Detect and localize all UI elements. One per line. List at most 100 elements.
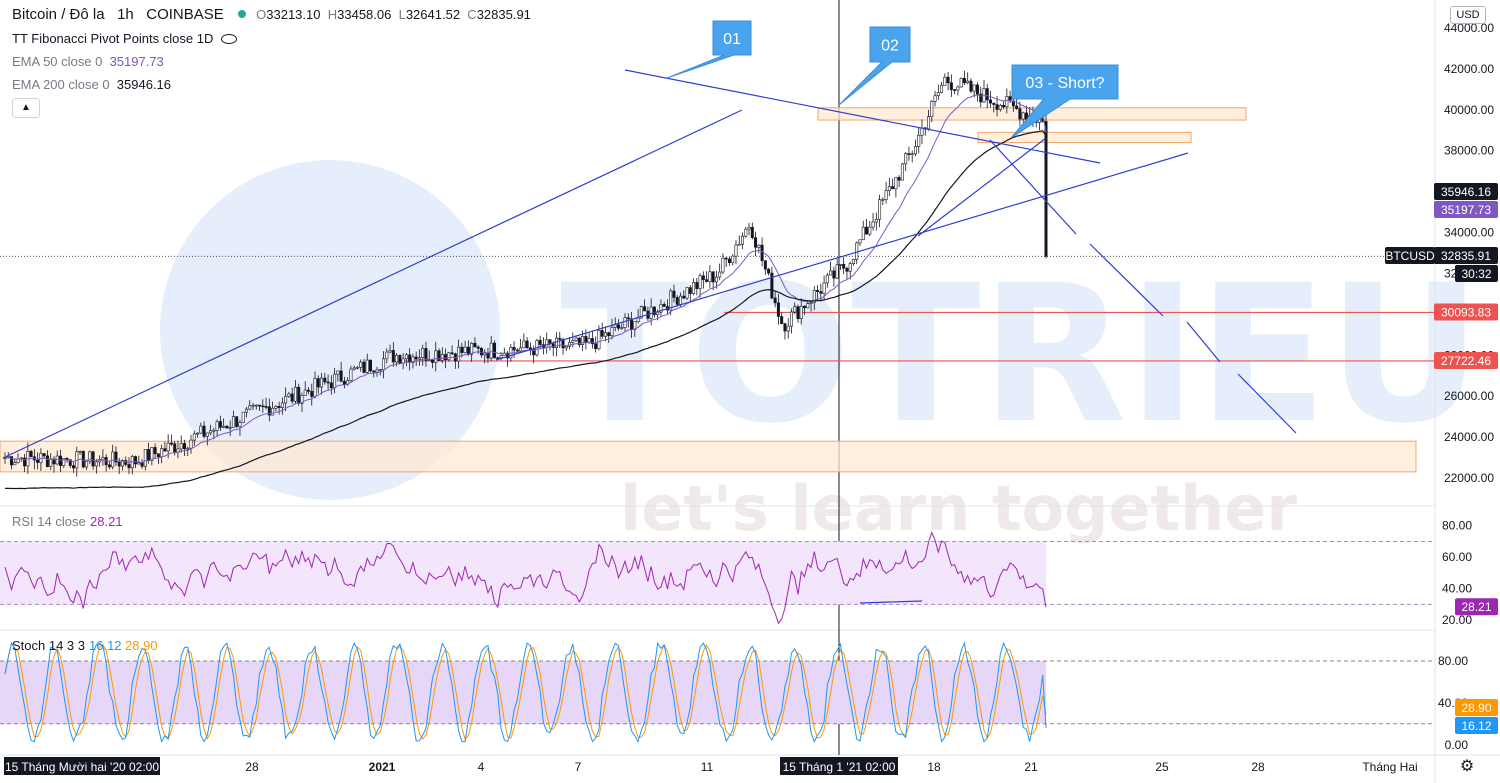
support2-price-label-bg	[1434, 351, 1498, 369]
candle	[186, 447, 190, 450]
trendline	[624, 69, 1101, 164]
callout-03-shape	[1010, 64, 1119, 139]
stoch-pane: Stoch 14 3 3 16.12 28.90	[0, 638, 1435, 743]
candle	[375, 369, 379, 373]
candle	[799, 305, 803, 319]
candle	[205, 432, 209, 437]
candle	[218, 421, 222, 428]
symbol-price-tag: BTCUSD	[1385, 249, 1435, 263]
candle	[600, 330, 604, 337]
candle	[845, 268, 849, 272]
candle	[1044, 121, 1048, 257]
last-price-label: 32835.91	[1441, 249, 1491, 263]
candle	[300, 395, 304, 404]
candle	[956, 86, 960, 91]
candle	[339, 370, 343, 382]
ema50-price-label-bg	[1434, 201, 1498, 218]
candle	[564, 345, 568, 349]
candle	[897, 177, 901, 181]
candle	[577, 337, 581, 345]
callouts: 01 02 03 - Short?	[666, 20, 1119, 139]
ema200-row[interactable]: EMA 200 close 0 35946.16	[12, 77, 171, 92]
candle	[267, 406, 271, 416]
candle	[385, 351, 389, 360]
candle	[992, 102, 996, 105]
time-tick: 28	[1251, 760, 1265, 774]
stoch-d-line	[4, 641, 1047, 741]
currency-button[interactable]: USD	[1450, 6, 1486, 24]
candle	[525, 340, 529, 349]
stoch-d-last-label-bg	[1455, 699, 1498, 716]
candle	[150, 447, 154, 462]
candle	[228, 426, 232, 429]
candle	[434, 350, 438, 363]
watermark-tagline: let's learn together	[620, 472, 1297, 545]
candle	[209, 430, 213, 434]
candle	[212, 429, 216, 432]
candle	[617, 324, 621, 329]
time-label-bg	[4, 757, 160, 775]
rsi-title: RSI 14 close	[12, 514, 86, 529]
rsi-tick: 40.00	[1442, 582, 1472, 596]
candle	[917, 134, 921, 147]
candle	[440, 354, 444, 361]
candle	[734, 244, 738, 257]
candle	[656, 311, 660, 315]
collapse-legend-button[interactable]: ▲	[12, 98, 40, 118]
candle	[326, 381, 330, 384]
candle	[894, 177, 898, 190]
candle	[571, 340, 575, 343]
candle	[470, 342, 474, 355]
candle	[81, 450, 85, 468]
pivot-indicator-row[interactable]: TT Fibonacci Pivot Points close 1D	[12, 31, 238, 46]
candle	[685, 287, 689, 299]
callout-02-shape	[838, 26, 911, 106]
candle	[284, 395, 288, 404]
candle	[597, 330, 601, 350]
symbol-price-tag-bg	[1385, 247, 1435, 264]
support2-price-label: 27722.46	[1441, 354, 1491, 368]
candle	[737, 243, 741, 246]
callout-02-label: 02	[881, 38, 899, 55]
candle	[163, 448, 167, 452]
rsi-tick: 60.00	[1442, 550, 1472, 564]
candle	[306, 389, 310, 392]
candle	[189, 439, 193, 449]
candle	[574, 337, 578, 341]
candle	[156, 453, 160, 458]
ema200-line	[4, 130, 1047, 490]
price-tick: 42000.00	[1444, 62, 1494, 76]
candle	[943, 76, 947, 86]
hidden-eye-icon[interactable]	[221, 34, 238, 44]
price-tick: 34000.00	[1444, 226, 1494, 240]
trendline	[989, 139, 1077, 235]
candle	[408, 354, 412, 363]
candle	[675, 297, 679, 305]
candle	[662, 304, 666, 307]
candle	[581, 336, 585, 345]
price-axis: 44000.0042000.0040000.0038000.0036000.00…	[1385, 21, 1498, 752]
candle	[476, 346, 480, 349]
ema50-row[interactable]: EMA 50 close 0 35197.73	[12, 54, 164, 69]
settings-gear-icon[interactable]: ⚙	[1459, 758, 1475, 775]
candle	[920, 127, 924, 136]
candle	[231, 416, 235, 428]
ema50-label: EMA 50 close 0	[12, 54, 103, 69]
candle	[865, 226, 869, 235]
price-tick: 26000.00	[1444, 389, 1494, 403]
candle	[803, 305, 807, 309]
rsi-tick: 20.00	[1442, 613, 1472, 627]
ema200-price-label: 35946.16	[1441, 185, 1491, 199]
candle	[851, 259, 855, 264]
candle	[861, 226, 865, 241]
candle	[421, 348, 425, 358]
candle	[545, 339, 549, 348]
candle	[258, 404, 262, 407]
candle	[998, 105, 1002, 110]
candle	[672, 290, 676, 298]
interval[interactable]: 1h	[117, 6, 134, 23]
symbol-header: Bitcoin / Đô la 1h COINBASE O33213.10 H3…	[12, 6, 531, 23]
candle	[630, 318, 634, 330]
